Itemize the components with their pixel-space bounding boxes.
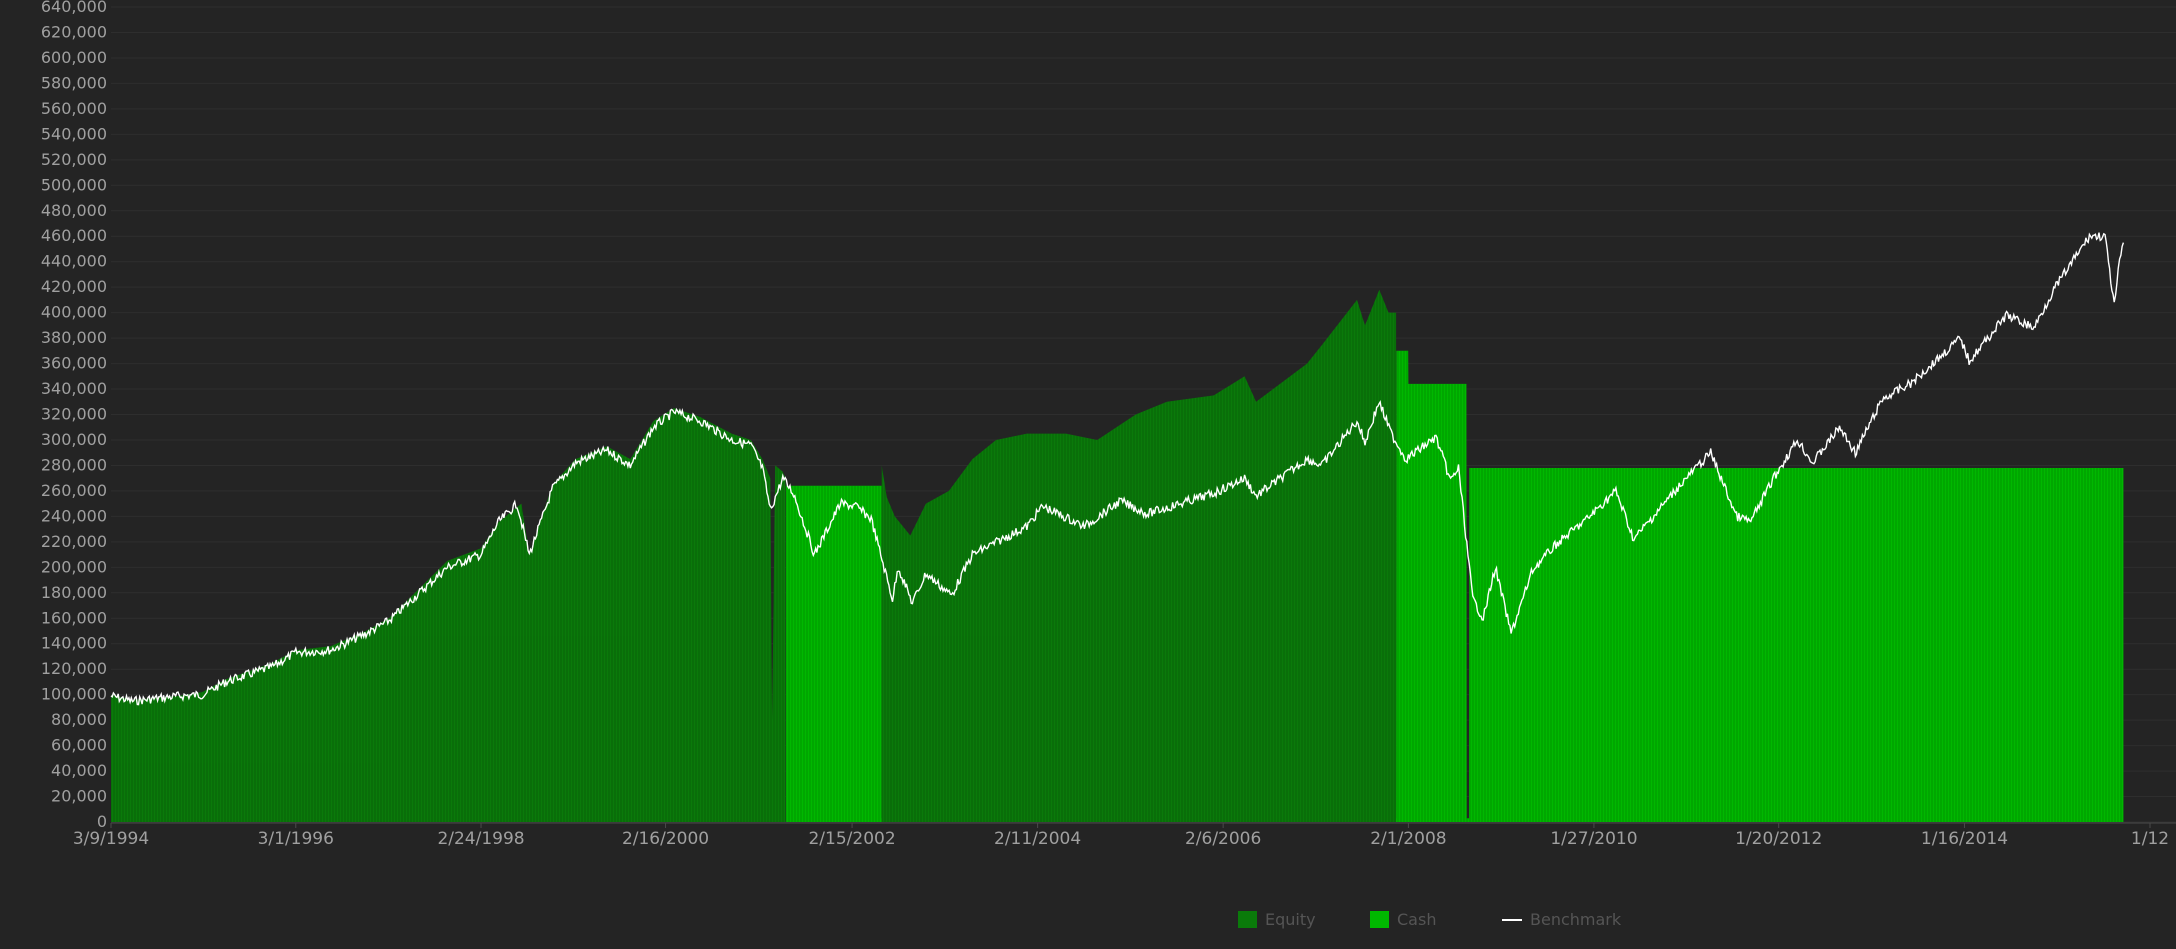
y-tick-label: 140,000 xyxy=(41,634,107,653)
legend-label-equity: Equity xyxy=(1265,910,1316,929)
y-tick-label: 440,000 xyxy=(41,252,107,271)
y-tick-label: 620,000 xyxy=(41,22,107,41)
y-tick-label: 100,000 xyxy=(41,685,107,704)
y-tick-label: 20,000 xyxy=(51,787,107,806)
legend-item-equity[interactable]: Equity xyxy=(1238,910,1316,929)
y-tick-label: 200,000 xyxy=(41,557,107,576)
x-tick-label: 3/9/1994 xyxy=(73,829,149,849)
y-tick-label: 320,000 xyxy=(41,405,107,424)
y-tick-label: 340,000 xyxy=(41,379,107,398)
legend-item-benchmark[interactable]: Benchmark xyxy=(1502,910,1621,929)
y-tick-label: 280,000 xyxy=(41,455,107,474)
y-tick-label: 560,000 xyxy=(41,99,107,118)
x-tick-label: 1/27/2010 xyxy=(1550,829,1637,849)
y-tick-label: 60,000 xyxy=(51,736,107,755)
x-tick-label: 1/20/2012 xyxy=(1735,829,1822,849)
y-tick-label: 420,000 xyxy=(41,277,107,296)
series-area-equity-2 xyxy=(881,289,1397,822)
legend-label-cash: Cash xyxy=(1397,910,1437,929)
x-tick-label: 2/11/2004 xyxy=(994,829,1081,849)
y-tick-label: 120,000 xyxy=(41,659,107,678)
y-tick-label: 580,000 xyxy=(41,73,107,92)
y-tick-label: 160,000 xyxy=(41,608,107,627)
y-tick-label: 520,000 xyxy=(41,150,107,169)
x-tick-label: 1/16/2014 xyxy=(1921,829,2008,849)
x-tick-label: 3/1/1996 xyxy=(258,829,334,849)
series-area-equity-0 xyxy=(111,408,786,822)
y-tick-label: 80,000 xyxy=(51,710,107,729)
y-tick-label: 460,000 xyxy=(41,226,107,245)
legend-swatch-equity xyxy=(1238,911,1257,928)
legend-label-benchmark: Benchmark xyxy=(1530,910,1622,929)
y-tick-label: 600,000 xyxy=(41,48,107,67)
y-tick-label: 240,000 xyxy=(41,506,107,525)
x-tick-label: 1/12 xyxy=(2131,829,2169,849)
y-tick-label: 500,000 xyxy=(41,175,107,194)
legend-swatch-cash xyxy=(1370,911,1389,928)
x-tick-label: 2/16/2000 xyxy=(622,829,709,849)
x-tick-label: 2/6/2006 xyxy=(1185,829,1261,849)
legend-swatch-benchmark xyxy=(1502,918,1522,921)
x-tick-label: 2/15/2002 xyxy=(808,829,895,849)
y-tick-label: 640,000 xyxy=(41,0,107,16)
y-tick-label: 260,000 xyxy=(41,481,107,500)
series-area-cash-1 xyxy=(785,350,2124,822)
x-tick-label: 2/24/1998 xyxy=(437,829,524,849)
legend-item-cash[interactable]: Cash xyxy=(1370,910,1436,929)
y-tick-label: 380,000 xyxy=(41,328,107,347)
y-tick-label: 360,000 xyxy=(41,354,107,373)
y-tick-label: 180,000 xyxy=(41,583,107,602)
x-tick-label: 2/1/2008 xyxy=(1370,829,1446,849)
series-line-benchmark xyxy=(110,232,2125,706)
y-tick-label: 40,000 xyxy=(51,761,107,780)
chart-legend: Equity Cash Benchmark xyxy=(0,910,2176,934)
y-tick-label: 300,000 xyxy=(41,430,107,449)
y-tick-label: 540,000 xyxy=(41,124,107,143)
y-tick-label: 220,000 xyxy=(41,532,107,551)
y-tick-label: 0 xyxy=(97,812,107,831)
y-tick-label: 400,000 xyxy=(41,303,107,322)
y-tick-label: 480,000 xyxy=(41,201,107,220)
